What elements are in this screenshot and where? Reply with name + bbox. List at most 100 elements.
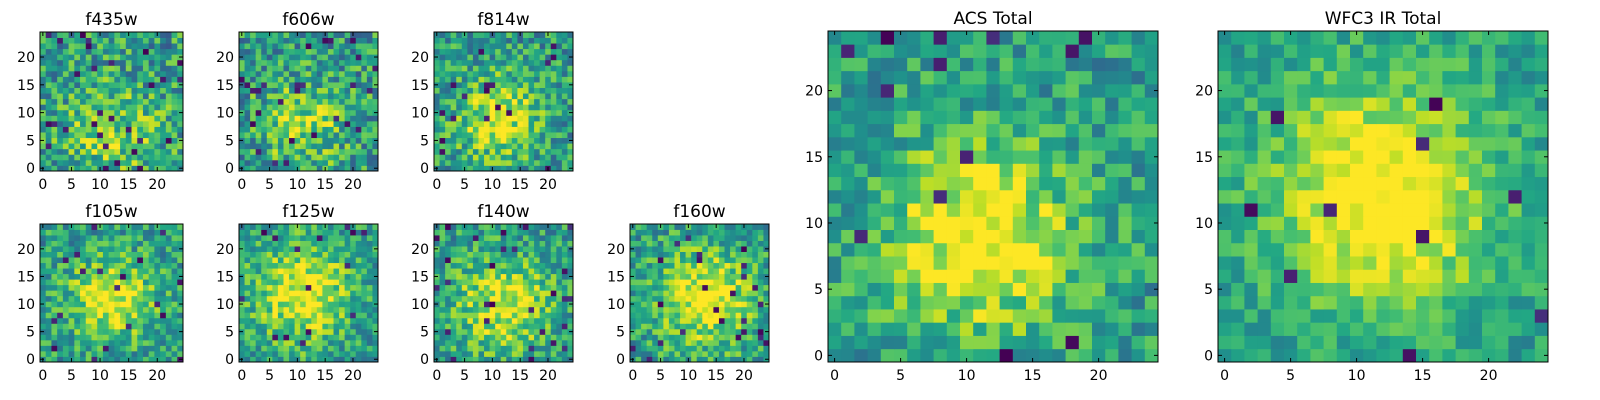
heatmap-cell [97, 48, 104, 55]
heatmap-cell [62, 306, 69, 313]
heatmap-cell [534, 323, 541, 330]
heatmap-cell [461, 345, 468, 352]
heatmap-cell [57, 339, 64, 346]
heatmap-cell [283, 339, 290, 346]
heatmap-cell [45, 323, 52, 330]
heatmap-cell [528, 284, 535, 291]
heatmap-cell [239, 257, 245, 264]
heatmap-cell [171, 328, 178, 335]
heatmap-cell [85, 284, 92, 291]
heatmap-cell [45, 235, 52, 241]
heatmap-cell [165, 295, 172, 302]
x-tick-label: 10 [288, 368, 306, 384]
heatmap-cell [1118, 322, 1132, 336]
heatmap-cell [445, 43, 452, 50]
heatmap-cell [148, 54, 155, 61]
heatmap-cell [484, 240, 490, 247]
heatmap-cell [1039, 176, 1053, 191]
heatmap-cell [372, 37, 379, 44]
heatmap-cell [489, 43, 496, 50]
heatmap-cell [450, 301, 457, 308]
heatmap-cell [80, 143, 87, 150]
heatmap-cell [534, 98, 541, 105]
heatmap-cell [261, 82, 268, 88]
heatmap-cell [102, 229, 110, 236]
heatmap-cell [142, 334, 150, 341]
heatmap-cell [663, 306, 670, 313]
heatmap-cell [108, 32, 115, 38]
heatmap-cell [165, 54, 172, 61]
heatmap-cell [85, 240, 92, 247]
heatmap-cell [841, 150, 855, 164]
heatmap-cell [517, 262, 524, 269]
heatmap-cell [327, 165, 334, 172]
heatmap-cell [489, 273, 496, 280]
heatmap-cell [696, 284, 703, 291]
heatmap-cell [495, 154, 502, 161]
heatmap-cell [142, 59, 150, 66]
heatmap-cell [730, 301, 737, 308]
heatmap-cell [561, 137, 568, 144]
heatmap-cell [880, 176, 895, 191]
heatmap-cell [652, 251, 659, 258]
heatmap-cell [973, 229, 987, 244]
heatmap-cell [344, 246, 351, 252]
heatmap-cell [261, 350, 268, 357]
heatmap-cell [668, 268, 675, 275]
heatmap-cell [511, 240, 518, 247]
heatmap-cell [522, 43, 529, 50]
heatmap-cell [350, 87, 357, 94]
heatmap-cell [350, 284, 357, 291]
heatmap-cell [311, 148, 318, 155]
heatmap-cell [1012, 322, 1027, 336]
heatmap-cell [255, 165, 262, 172]
heatmap-cell [316, 224, 323, 230]
heatmap-cell [1052, 216, 1066, 230]
heatmap-cell [484, 93, 490, 100]
heatmap-cell [668, 312, 675, 319]
heatmap-cell [154, 126, 161, 133]
heatmap-cell [283, 82, 290, 88]
heatmap-cell [472, 317, 479, 324]
heatmap-cell [255, 109, 262, 116]
heatmap-cell [283, 98, 290, 105]
heatmap-cell [266, 235, 273, 241]
heatmap-cell [51, 93, 58, 100]
heatmap-cell [506, 43, 513, 50]
heatmap-cell [550, 132, 557, 139]
heatmap-cell [165, 268, 172, 275]
heatmap-cell [511, 235, 518, 241]
heatmap-cell [316, 115, 323, 122]
heatmap-cell [933, 309, 948, 323]
heatmap-cell [361, 126, 368, 133]
heatmap-cell [539, 132, 546, 139]
heatmap-cell [165, 48, 172, 55]
y-tick-label: 5 [616, 325, 625, 341]
heatmap-cell [74, 87, 81, 94]
heatmap-cell [545, 104, 552, 111]
heatmap-cell [327, 268, 334, 275]
heatmap-cell [702, 295, 709, 302]
heatmap-cell [522, 317, 529, 324]
heatmap-cell [97, 126, 104, 133]
heatmap-cell [277, 334, 284, 341]
heatmap-cell [500, 43, 507, 50]
heatmap-cell [702, 334, 709, 341]
heatmap-cell [80, 356, 87, 363]
heatmap-cell [102, 317, 110, 324]
heatmap-cell [545, 54, 552, 61]
heatmap-cell [97, 312, 104, 319]
heatmap-cell [300, 143, 307, 150]
heatmap-cell [366, 312, 373, 319]
heatmap-cell [239, 284, 245, 291]
heatmap-cell [108, 59, 115, 66]
heatmap-cell [160, 70, 167, 77]
heatmap-cell [239, 43, 245, 50]
heatmap-cell [305, 334, 312, 341]
heatmap-cell [763, 350, 770, 357]
heatmap-cell [277, 70, 284, 77]
heatmap-cell [142, 312, 150, 319]
heatmap-cell [372, 65, 379, 72]
heatmap-cell [495, 70, 502, 77]
heatmap-cell [361, 224, 368, 230]
